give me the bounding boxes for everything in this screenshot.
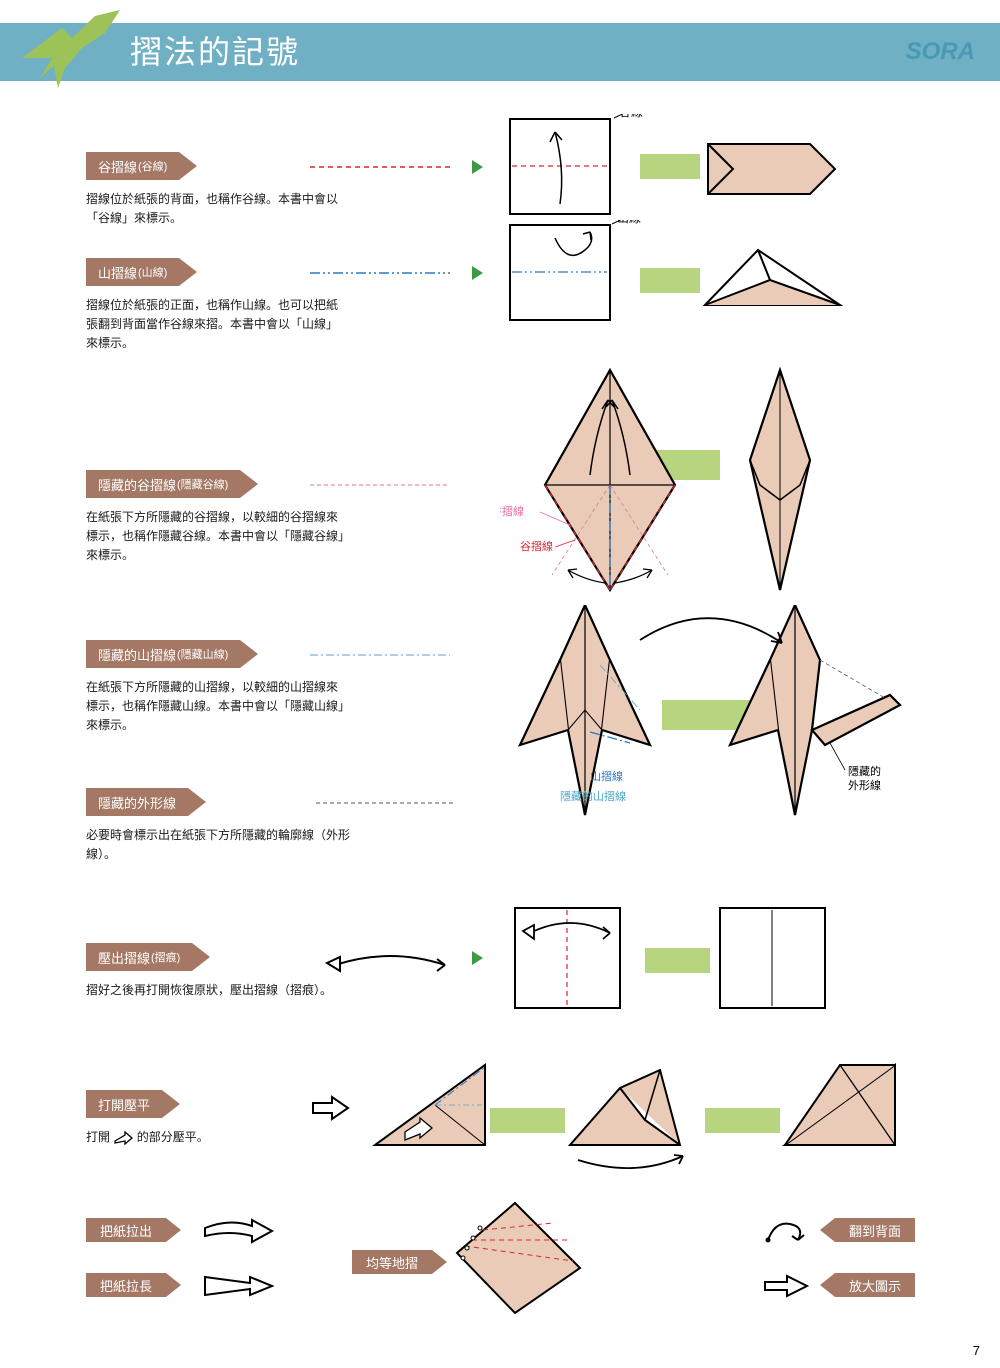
hidden-outline-desc: 必要時會標示出在紙張下方所隱藏的輪廓線（外形線）。 [86, 826, 376, 864]
crease-label: 壓出摺線(摺痕) [86, 943, 192, 971]
valley-dashes [310, 166, 450, 168]
label-text: 放大圖示 [835, 1273, 915, 1297]
crease-arrow-icon [315, 945, 455, 975]
pterosaur-icon [10, 8, 130, 93]
page-number: 7 [973, 1343, 980, 1358]
mountain-dashes [310, 272, 450, 274]
label-text: 谷摺線 [98, 157, 137, 176]
arrow-icon [472, 951, 483, 965]
zoom-icon [762, 1273, 812, 1299]
label-text: 隱藏的山摺線 [98, 645, 176, 664]
arrow-icon [472, 266, 483, 280]
hidden-outline-label: 隱藏的外形線 [86, 788, 188, 816]
open-arrow-icon [113, 1131, 133, 1145]
brand-text: SORA [906, 38, 975, 66]
page-title: 摺法的記號 [130, 27, 300, 73]
label-sub: (谷線) [138, 158, 167, 174]
flip-icon [760, 1218, 815, 1246]
label-text: 壓出摺線 [98, 948, 150, 967]
open-label: 打開壓平 [86, 1090, 162, 1118]
label-text: 翻到背面 [835, 1218, 915, 1242]
arrow-icon [472, 160, 483, 174]
label-sub: (隱藏山線) [177, 646, 228, 662]
mountain-label: 山摺線(山線) [86, 258, 179, 286]
ho-dashes [316, 802, 456, 804]
label-sub: (隱藏谷線) [177, 476, 228, 492]
page-header: 摺法的記號 SORA [0, 0, 1000, 85]
svg-text:山線: 山線 [617, 220, 641, 225]
hidden-mountain-desc: 在紙張下方所隱藏的山摺線，以較細的山摺線來標示，也稱作隱藏山線。本書中會以「隱藏… [86, 678, 346, 736]
label-text: 隱藏的外形線 [98, 793, 176, 812]
open-diagram [365, 1060, 945, 1175]
stretch-label: 把紙拉長 [86, 1273, 166, 1297]
valley-label: 谷摺線(谷線) [86, 152, 179, 180]
valley-diagram: 谷線 [505, 114, 885, 219]
crease-diagram [510, 903, 890, 1013]
crease-desc: 摺好之後再打開恢復原狀，壓出摺線（摺痕）。 [86, 981, 332, 1000]
open-pre: 打開 [86, 1130, 113, 1144]
label-text: 山摺線 [98, 263, 137, 282]
mountain-desc: 摺線位於紙張的正面，也稱作山線。也可以把紙張翻到背面當作谷線來摺。本書中會以「山… [86, 296, 346, 354]
valley-desc: 摺線位於紙張的背面，也稱作谷線。本書中會以「谷線」來標示。 [86, 190, 346, 228]
mountain-diagram: 山線 [505, 220, 885, 325]
hv-dashes [310, 484, 450, 486]
hidden-mountain-label: 隱藏的山摺線(隱藏山線) [86, 640, 240, 668]
label-text: 把紙拉出 [86, 1218, 166, 1242]
svg-text:谷線: 谷線 [619, 114, 643, 119]
pullout-label: 把紙拉出 [86, 1218, 166, 1242]
open-post: 的部分壓平。 [137, 1130, 209, 1144]
flip-label: 翻到背面 [835, 1218, 915, 1242]
svg-text:外形線: 外形線 [848, 778, 881, 792]
svg-text:山摺線: 山摺線 [590, 769, 623, 783]
hidden-valley-desc: 在紙張下方所隱藏的谷摺線，以較細的谷摺線來標示，也稱作隱藏谷線。本書中會以「隱藏… [86, 508, 346, 566]
label-sub: (摺痕) [151, 949, 180, 965]
svg-text:隱藏的: 隱藏的 [848, 764, 881, 778]
open-desc: 打開 的部分壓平。 [86, 1128, 209, 1147]
hm-diagram: 山摺線 隱藏的山摺線 隱藏的外形線 [490, 605, 950, 825]
label-text: 打開壓平 [98, 1095, 150, 1114]
hidden-valley-label: 隱藏的谷摺線(隱藏谷線) [86, 470, 240, 498]
svg-text:谷摺線: 谷摺線 [520, 539, 553, 553]
hm-dashes [310, 654, 450, 656]
label-text: 隱藏的谷摺線 [98, 475, 176, 494]
zoom-label: 放大圖示 [835, 1273, 915, 1297]
label-text: 均等地摺 [352, 1250, 432, 1274]
svg-text:隱藏的山摺線: 隱藏的山摺線 [560, 789, 626, 803]
svg-text:隱藏的谷摺線: 隱藏的谷摺線 [500, 504, 524, 518]
row-arrow-icon [310, 1095, 350, 1121]
foldeven-label: 均等地摺 [352, 1250, 432, 1274]
label-text: 把紙拉長 [86, 1273, 166, 1297]
label-sub: (山線) [138, 264, 167, 280]
stretch-arrow-icon [200, 1271, 280, 1301]
foldeven-diagram [445, 1198, 585, 1318]
pullout-arrow-icon [200, 1216, 280, 1246]
hv-diagram: 隱藏的谷摺線 谷摺線 [500, 365, 930, 595]
